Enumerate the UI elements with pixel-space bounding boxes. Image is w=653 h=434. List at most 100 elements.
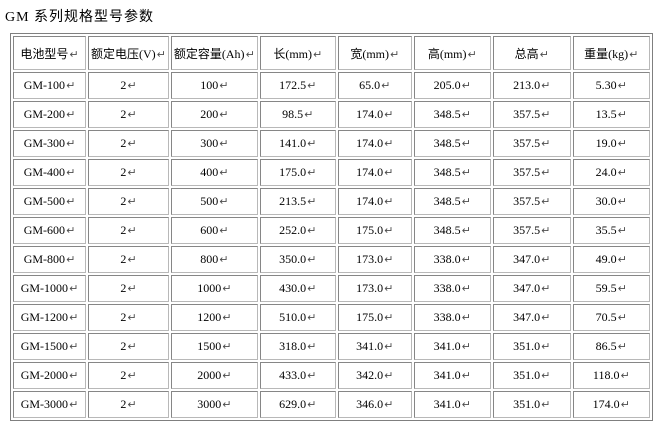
column-header: 长(mm)↵ xyxy=(259,36,336,70)
table-cell: 346.0↵ xyxy=(337,391,412,418)
cell-value: 357.5 xyxy=(513,165,541,179)
return-mark-icon: ↵ xyxy=(541,340,551,353)
table-cell: 35.5↵ xyxy=(572,217,650,244)
return-mark-icon: ↵ xyxy=(617,282,627,295)
table-cell: 98.5↵ xyxy=(259,101,336,128)
cell-value: 351.0 xyxy=(513,339,541,353)
return-mark-icon: ↵ xyxy=(66,253,76,266)
cell-value: 5.30 xyxy=(595,78,617,92)
return-mark-icon: ↵ xyxy=(219,166,229,179)
return-mark-icon: ↵ xyxy=(617,311,627,324)
cell-value: GM-500 xyxy=(23,194,66,208)
table-cell: 252.0↵ xyxy=(259,217,336,244)
cell-value: 500 xyxy=(200,194,219,208)
table-cell: 118.0↵ xyxy=(572,362,650,389)
cell-value: 348.5 xyxy=(433,107,461,121)
return-mark-icon: ↵ xyxy=(307,253,317,266)
return-mark-icon: ↵ xyxy=(307,398,317,411)
table-cell: GM-500↵ xyxy=(13,188,86,215)
cell-value: 2 xyxy=(120,136,127,150)
table-row: GM-800↵ 2↵ 800↵ 350.0↵ 173.0↵ 338.0↵ 347.0↵ 49.… xyxy=(13,246,650,273)
table-cell: 347.0↵ xyxy=(492,275,571,302)
return-mark-icon: ↵ xyxy=(539,47,549,61)
table-cell: 70.5↵ xyxy=(572,304,650,331)
table-cell: 175.0↵ xyxy=(337,217,412,244)
table-row: GM-2000↵ 2↵ 2000↵ 433.0↵ 342.0↵ 341.0↵ 351.0↵ 1… xyxy=(13,362,650,389)
table-cell: 213.0↵ xyxy=(492,72,571,99)
table-cell: 2↵ xyxy=(88,246,169,273)
cell-value: 213.0 xyxy=(513,78,541,92)
table-cell: 49.0↵ xyxy=(572,246,650,273)
table-cell: 205.0↵ xyxy=(413,72,491,99)
table-cell: 351.0↵ xyxy=(492,391,571,418)
column-header: 额定容量(Ah)↵ xyxy=(170,36,258,70)
cell-value: 2 xyxy=(120,281,127,295)
cell-value: 30.0 xyxy=(595,194,617,208)
return-mark-icon: ↵ xyxy=(127,340,137,353)
return-mark-icon: ↵ xyxy=(127,195,137,208)
return-mark-icon: ↵ xyxy=(156,47,166,61)
return-mark-icon: ↵ xyxy=(222,369,232,382)
table-cell: 174.0↵ xyxy=(337,159,412,186)
table-row: GM-500↵ 2↵ 500↵ 213.5↵ 174.0↵ 348.5↵ 357.5↵ 30.… xyxy=(13,188,650,215)
table-cell: 172.5↵ xyxy=(259,72,336,99)
cell-value: 433.0 xyxy=(279,368,307,382)
cell-value: 额定容量(Ah) xyxy=(173,46,245,61)
cell-value: 1000 xyxy=(197,281,222,295)
cell-value: 1200 xyxy=(197,310,222,324)
table-row: GM-300↵ 2↵ 300↵ 141.0↵ 174.0↵ 348.5↵ 357.5↵ 19.… xyxy=(13,130,650,157)
cell-value: 98.5 xyxy=(282,107,304,121)
return-mark-icon: ↵ xyxy=(381,79,391,92)
cell-value: 357.5 xyxy=(513,136,541,150)
table-cell: 3000↵ xyxy=(170,391,258,418)
column-header: 电池型号↵ xyxy=(13,36,86,70)
return-mark-icon: ↵ xyxy=(617,253,627,266)
cell-value: 175.0 xyxy=(356,223,384,237)
table-body: GM-100↵ 2↵ 100↵ 172.5↵ 65.0↵ 205.0↵ 213.0↵ 5.30… xyxy=(13,72,650,418)
table-cell: 24.0↵ xyxy=(572,159,650,186)
return-mark-icon: ↵ xyxy=(384,340,394,353)
return-mark-icon: ↵ xyxy=(307,282,317,295)
return-mark-icon: ↵ xyxy=(461,398,471,411)
return-mark-icon: ↵ xyxy=(307,79,317,92)
cell-value: 252.0 xyxy=(279,223,307,237)
table-cell: 13.5↵ xyxy=(572,101,650,128)
return-mark-icon: ↵ xyxy=(541,137,551,150)
return-mark-icon: ↵ xyxy=(219,253,229,266)
cell-value: 173.0 xyxy=(356,281,384,295)
cell-value: 19.0 xyxy=(595,136,617,150)
cell-value: 348.5 xyxy=(433,136,461,150)
table-cell: 357.5↵ xyxy=(492,217,571,244)
table-cell: GM-2000↵ xyxy=(13,362,86,389)
table-header-row: 电池型号↵ 额定电压(V)↵ 额定容量(Ah)↵ 长(mm)↵ 宽(mm)↵ 高(mm)↵… xyxy=(13,36,650,70)
return-mark-icon: ↵ xyxy=(219,79,229,92)
return-mark-icon: ↵ xyxy=(307,166,317,179)
cell-value: 13.5 xyxy=(595,107,617,121)
cell-value: 510.0 xyxy=(279,310,307,324)
return-mark-icon: ↵ xyxy=(384,195,394,208)
cell-value: 2 xyxy=(120,252,127,266)
table-cell: GM-800↵ xyxy=(13,246,86,273)
table-cell: 500↵ xyxy=(170,188,258,215)
table-cell: 174.0↵ xyxy=(337,101,412,128)
return-mark-icon: ↵ xyxy=(461,253,471,266)
return-mark-icon: ↵ xyxy=(307,195,317,208)
return-mark-icon: ↵ xyxy=(541,166,551,179)
table-cell: 629.0↵ xyxy=(259,391,336,418)
return-mark-icon: ↵ xyxy=(384,137,394,150)
return-mark-icon: ↵ xyxy=(127,224,137,237)
table-cell: 800↵ xyxy=(170,246,258,273)
table-cell: 357.5↵ xyxy=(492,159,571,186)
table-row: GM-1500↵ 2↵ 1500↵ 318.0↵ 341.0↵ 341.0↵ 351.0↵ 8… xyxy=(13,333,650,360)
table-cell: 174.0↵ xyxy=(337,188,412,215)
table-cell: 2↵ xyxy=(88,362,169,389)
return-mark-icon: ↵ xyxy=(66,108,76,121)
return-mark-icon: ↵ xyxy=(66,224,76,237)
table-cell: 342.0↵ xyxy=(337,362,412,389)
return-mark-icon: ↵ xyxy=(541,369,551,382)
cell-value: 338.0 xyxy=(433,281,461,295)
cell-value: 59.5 xyxy=(595,281,617,295)
return-mark-icon: ↵ xyxy=(69,398,79,411)
return-mark-icon: ↵ xyxy=(384,224,394,237)
table-cell: 350.0↵ xyxy=(259,246,336,273)
